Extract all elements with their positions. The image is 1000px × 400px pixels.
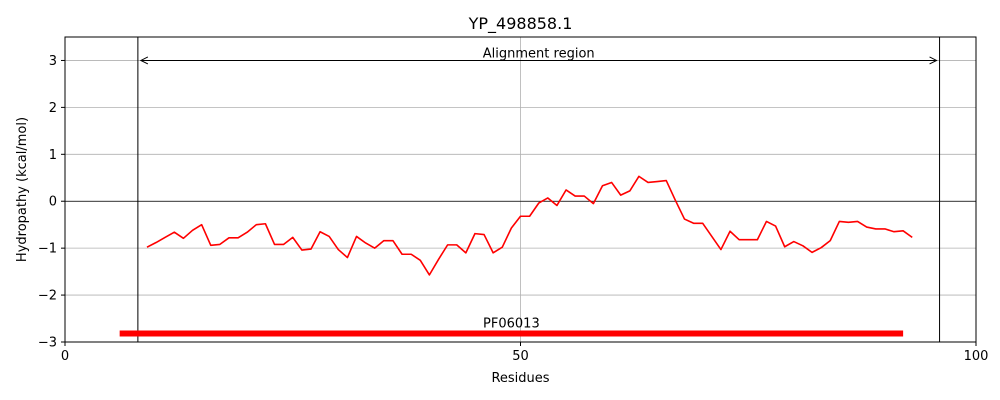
x-tick-label: 100 [964, 349, 989, 364]
axis-ticks: 0 50 100 −3 −2 −1 0 1 2 3 [38, 54, 989, 364]
y-tick-label: −1 [38, 242, 57, 257]
alignment-arrow-right-head [929, 56, 938, 65]
y-axis-label: Hydropathy (kcal/mol) [15, 117, 30, 262]
domain-label: PF06013 [483, 317, 540, 332]
series-layer [146, 175, 913, 276]
reference-lines [65, 37, 976, 342]
hydropathy-line [146, 175, 913, 276]
x-axis-label: Residues [491, 371, 549, 386]
y-tick-label: 0 [49, 195, 57, 210]
y-tick-label: 1 [49, 148, 57, 163]
x-tick-label: 0 [61, 349, 69, 364]
y-tick-label: 2 [49, 101, 57, 116]
alignment-arrow-left-head [139, 56, 149, 65]
grid-lines [64, 37, 977, 343]
y-tick-label: −2 [38, 289, 57, 304]
x-tick-label: 50 [512, 349, 529, 364]
y-tick-label: −3 [38, 336, 57, 351]
alignment-region-label: Alignment region [483, 46, 595, 61]
chart-title: YP_498858.1 [468, 14, 573, 34]
annotations: Alignment region PF06013 [119, 46, 938, 337]
y-tick-label: 3 [49, 54, 57, 69]
